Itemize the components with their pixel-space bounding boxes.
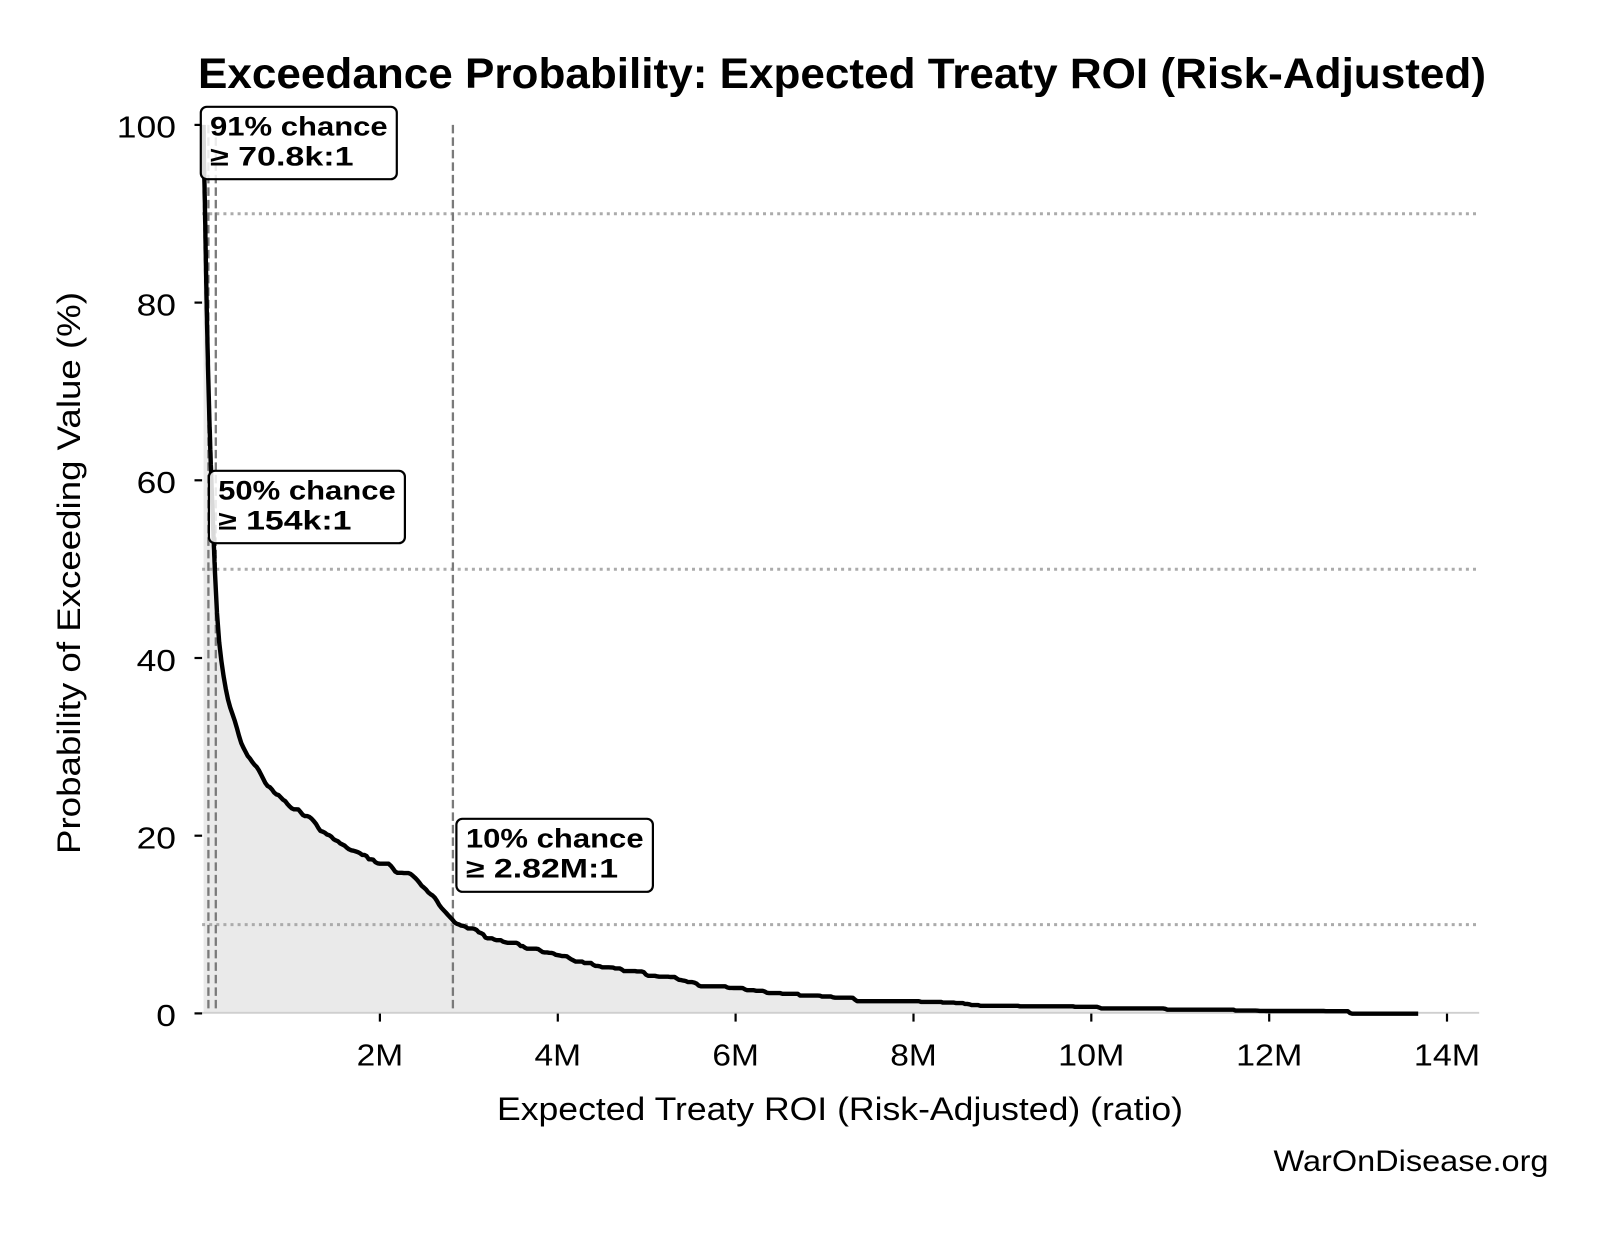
svg-text:14M: 14M <box>1414 1038 1480 1073</box>
svg-text:100: 100 <box>117 110 176 145</box>
svg-text:4M: 4M <box>535 1038 582 1073</box>
svg-text:20: 20 <box>137 821 176 856</box>
svg-text:WarOnDisease.org: WarOnDisease.org <box>1274 1145 1549 1178</box>
svg-text:6M: 6M <box>712 1038 759 1073</box>
svg-text:40: 40 <box>137 643 176 678</box>
svg-text:2M: 2M <box>357 1038 404 1073</box>
svg-text:Exceedance Probability: Expect: Exceedance Probability: Expected Treaty … <box>198 50 1486 98</box>
svg-text:0: 0 <box>156 998 176 1033</box>
svg-text:Expected Treaty ROI (Risk-Adju: Expected Treaty ROI (Risk-Adjusted) (rat… <box>497 1091 1183 1127</box>
svg-text:80: 80 <box>137 287 176 322</box>
svg-text:≥ 70.8k:1: ≥ 70.8k:1 <box>210 142 354 172</box>
svg-text:10M: 10M <box>1058 1038 1124 1073</box>
svg-text:8M: 8M <box>890 1038 937 1073</box>
svg-text:≥ 154k:1: ≥ 154k:1 <box>218 506 351 536</box>
svg-text:12M: 12M <box>1236 1038 1302 1073</box>
svg-text:50% chance: 50% chance <box>218 475 396 505</box>
svg-text:10% chance: 10% chance <box>466 823 644 853</box>
svg-text:≥ 2.82M:1: ≥ 2.82M:1 <box>466 854 618 884</box>
svg-text:Probability of Exceeding Value: Probability of Exceeding Value (%) <box>51 292 87 854</box>
svg-text:60: 60 <box>137 465 176 500</box>
svg-text:91% chance: 91% chance <box>210 111 388 141</box>
